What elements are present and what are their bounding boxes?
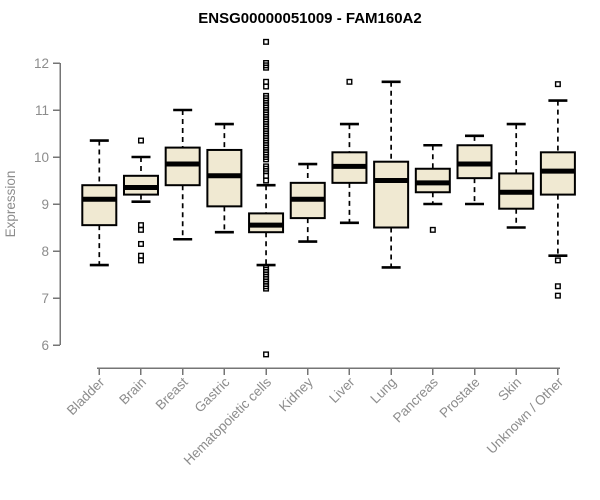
outlier-point <box>346 78 353 85</box>
x-tick-label: Breast <box>153 374 191 412</box>
outlier-point <box>263 285 270 292</box>
boxplot-brain <box>122 137 159 264</box>
outlier-point <box>554 257 561 264</box>
x-tick-label: Pancreas <box>390 374 441 425</box>
outlier-point <box>263 172 270 179</box>
box-iqr <box>373 160 410 229</box>
outlier-point <box>554 283 561 290</box>
boxplot-hematopoietic-cells <box>248 38 285 358</box>
outlier-point <box>137 252 144 259</box>
boxplot-unknown-other <box>539 81 576 299</box>
x-tick-label: Bladder <box>64 374 108 418</box>
outlier-point <box>429 226 436 233</box>
outlier-point <box>263 83 270 90</box>
y-tick-label: 7 <box>41 291 49 306</box>
x-tick-label: Lung <box>367 375 399 407</box>
boxplot-liver <box>331 78 368 225</box>
x-tick-label: Brain <box>116 375 149 408</box>
x-tick-label: Prostate <box>436 375 482 421</box>
outlier-point <box>263 78 270 85</box>
outlier-point <box>263 64 270 71</box>
outlier-point <box>263 38 270 45</box>
boxplot-prostate <box>456 134 493 206</box>
boxplot-bladder <box>81 139 118 267</box>
boxplot-breast <box>164 108 201 241</box>
box-iqr <box>81 184 118 227</box>
boxplot-lung <box>373 80 410 269</box>
x-tick-label: Kidney <box>276 374 316 414</box>
outlier-point <box>263 156 270 163</box>
y-axis-label: Expression <box>3 171 18 238</box>
outlier-point <box>554 292 561 299</box>
boxplot-gastric <box>206 122 243 234</box>
y-axis: 6 7 8 9 10 11 12 <box>34 56 61 353</box>
y-tick-label: 6 <box>41 338 49 353</box>
boxplot-skin <box>498 122 535 229</box>
outlier-point <box>137 226 144 233</box>
outlier-point <box>554 81 561 88</box>
boxplot-kidney <box>289 162 326 243</box>
y-tick-label: 9 <box>41 197 49 212</box>
boxplot-series <box>81 38 576 358</box>
y-tick-label: 12 <box>34 56 49 71</box>
boxplot-pancreas <box>414 143 451 233</box>
outlier-point <box>137 240 144 247</box>
chart-title: ENSG00000051009 - FAM160A2 <box>198 10 421 27</box>
y-tick-label: 11 <box>35 103 49 118</box>
outlier-point <box>137 137 144 144</box>
outlier-point <box>263 177 270 184</box>
x-tick-label: Skin <box>495 375 524 404</box>
outlier-point <box>137 257 144 264</box>
outlier-point <box>263 351 270 358</box>
y-tick-label: 8 <box>41 244 49 259</box>
y-tick-label: 10 <box>34 150 49 165</box>
outlier-point <box>137 222 144 229</box>
x-tick-label: Gastric <box>192 374 233 415</box>
x-tick-label: Liver <box>326 374 358 406</box>
x-tick-label: Unknown / Other <box>484 374 567 457</box>
